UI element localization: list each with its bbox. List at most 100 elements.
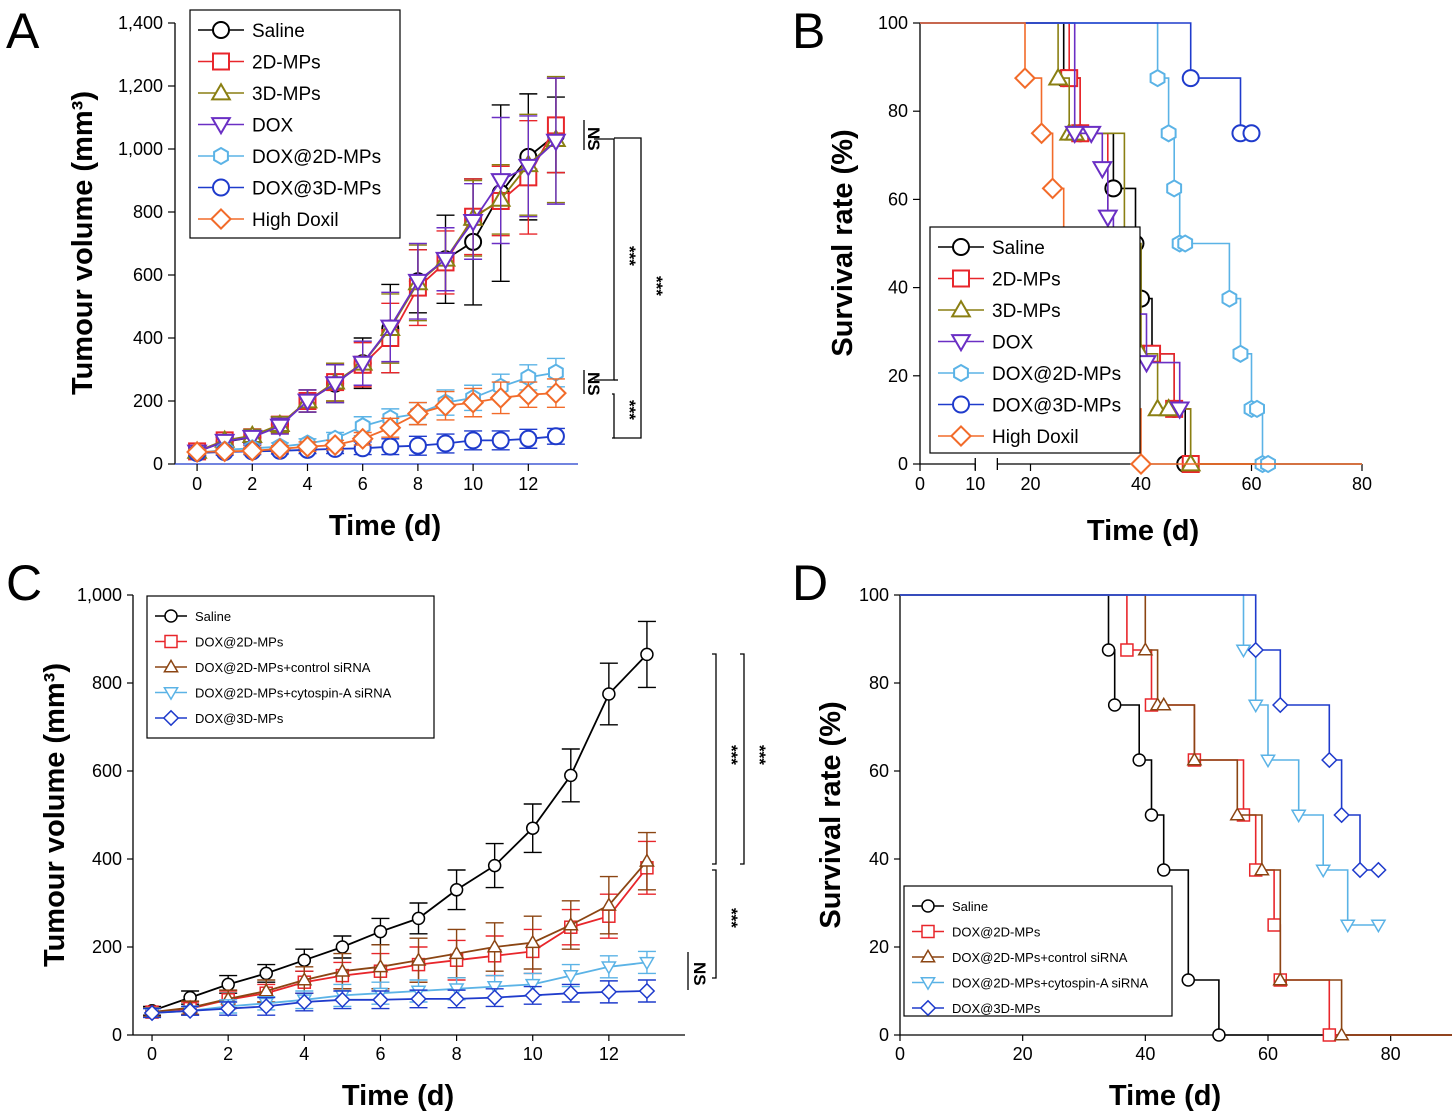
panel-a-point <box>407 273 429 293</box>
panel-d-point <box>1272 971 1289 986</box>
panel-a-legend-marker <box>212 52 230 71</box>
panel-c-point <box>600 897 617 911</box>
panel-c-point <box>448 990 465 1008</box>
panel-c-xtick-label: 12 <box>599 1044 619 1064</box>
panel-a-ytick-label: 600 <box>133 265 163 285</box>
panel-a-point <box>406 402 429 425</box>
panel-a-point <box>434 251 457 271</box>
panel-c-xlabel: Time (d) <box>342 1080 454 1112</box>
panel-a-ytick-label: 200 <box>133 391 163 411</box>
panel-a-legend-marker <box>210 117 232 136</box>
panel-c-legend: Saline DOX@2D-MPs DOX@2D-MPs+control siRNA… <box>146 595 435 739</box>
panel-d-ylabel: Survival rate (%) <box>815 701 847 928</box>
panel-c-point <box>411 911 426 926</box>
panel-c-xtick-label: 8 <box>452 1044 462 1064</box>
panel-c-legend-label: Saline <box>195 609 231 624</box>
panel-c-significance <box>687 653 745 990</box>
panel-c-point <box>257 998 275 1015</box>
panel-a-point <box>379 416 402 439</box>
panel-c-point <box>259 966 273 981</box>
panel-a-xtick-label: 0 <box>192 474 202 494</box>
panel-c-legend-label: DOX@2D-MPs+control siRNA <box>195 660 371 675</box>
panel-c-point <box>219 1000 237 1017</box>
panel-c-legend-box <box>146 595 435 739</box>
panel-c-point <box>524 978 541 993</box>
panel-d-series-3 <box>900 594 1387 934</box>
panel-a-point <box>381 437 400 456</box>
panel-a-legend-label: 2D-MPs <box>252 53 321 74</box>
panel-c-legend-label: DOX@2D-MPs <box>195 635 284 650</box>
panel-b-point <box>1135 355 1158 374</box>
panel-a-point <box>352 355 374 374</box>
panel-b-xtick-label: 10 <box>965 474 985 494</box>
panel-a-series-4 <box>188 357 565 463</box>
panel-a-point <box>546 427 565 446</box>
panel-b-legend-marker <box>949 424 973 448</box>
panel-d-point <box>1144 808 1159 822</box>
panel-b-point <box>1169 401 1191 420</box>
panel-b-legend-label: DOX@2D-MPs <box>992 364 1121 385</box>
panel-a-legend-label: DOX <box>252 116 294 137</box>
panel-c-point <box>562 984 580 1002</box>
panel-a-point <box>213 440 236 463</box>
panel-b-point <box>1091 161 1113 180</box>
panel-a-point <box>268 437 291 460</box>
panel-b-legend: Saline 2D-MPs 3D-MPs DOX DOX@2D-MPs DOX@3D-MP… <box>929 226 1141 454</box>
panel-c-point <box>410 990 427 1008</box>
panel-d-point <box>1186 751 1203 766</box>
panel-a-point <box>519 429 538 448</box>
panel-b-ytick-label: 0 <box>898 454 908 474</box>
panel-d-point <box>1333 1026 1350 1041</box>
panel-a-point <box>241 439 264 462</box>
panel-d-xtick-label: 20 <box>1013 1044 1033 1064</box>
panel-c-legend-marker <box>164 634 178 649</box>
panel-a-point <box>462 214 484 233</box>
panel-a-sig-stars-2: *** <box>647 276 666 296</box>
panel-a-point <box>462 391 485 414</box>
panel-d-xtick-label: 40 <box>1135 1044 1155 1064</box>
panel-b-xtick-label: 0 <box>915 474 925 494</box>
panel-d-point <box>1132 753 1146 767</box>
panel-d-point <box>1156 863 1171 877</box>
panel-d-legend-label: Saline <box>952 899 988 914</box>
panel-c-point <box>296 971 313 986</box>
panel-b-xtick-label: 80 <box>1352 474 1372 494</box>
panel-c-point <box>372 991 389 1009</box>
panel-a-point <box>324 376 346 395</box>
panel-b-point <box>1149 68 1166 88</box>
panel-c-xtick-label: 2 <box>223 1044 233 1064</box>
panel-b-ytick-label: 20 <box>888 366 908 386</box>
panel-a-point <box>434 394 457 417</box>
panel-c-legend-label: DOX@2D-MPs+cytospin-A siRNA <box>195 686 392 701</box>
panel-b-point <box>1177 234 1194 253</box>
panel-c-ytick-label: 800 <box>92 673 122 693</box>
panel-b-legend-label: DOX <box>992 333 1034 354</box>
panel-d-legend-label: DOX@2D-MPs <box>952 925 1041 940</box>
panel-c-point <box>638 982 656 1000</box>
panel-c-sig-stars-3: *** <box>722 908 741 928</box>
panel-a-xtick-label: 12 <box>518 474 538 494</box>
panel-b-point <box>1080 125 1102 145</box>
panel-d-legend-marker <box>920 976 936 991</box>
panel-c-point <box>486 938 503 953</box>
panel-letter-b: B <box>792 3 825 59</box>
panel-d-point <box>1212 1028 1226 1042</box>
panel-c-sig-stars-2: *** <box>750 745 769 765</box>
panel-b-legend-marker <box>953 363 969 383</box>
panel-b-point <box>1221 289 1238 308</box>
panel-d-series-line <box>900 594 1452 1036</box>
panel-a-point <box>548 363 564 382</box>
panel-a-sig-stars-1: *** <box>620 246 639 266</box>
panel-d-point <box>1351 861 1369 879</box>
panel-d-point <box>1322 1028 1337 1042</box>
panel-b-ytick-label: 80 <box>888 101 908 121</box>
panel-d-point <box>1370 919 1387 934</box>
panel-a-xtick-label: 6 <box>358 474 368 494</box>
panel-c-point <box>600 961 617 975</box>
panel-a-ytick-label: 1,400 <box>118 13 163 33</box>
panel-c-point <box>564 768 578 783</box>
panel-b-ylabel: Survival rate (%) <box>827 129 859 356</box>
panel-a-xtick-label: 2 <box>247 474 257 494</box>
panel-a-point <box>269 418 291 437</box>
panel-b-point <box>1064 125 1086 145</box>
